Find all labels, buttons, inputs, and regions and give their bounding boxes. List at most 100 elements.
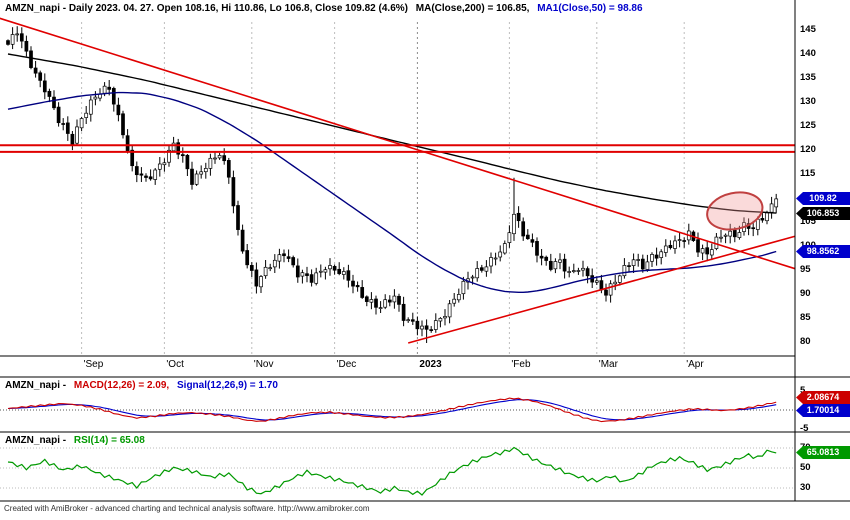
candle-body: [659, 251, 664, 258]
candle-body: [539, 255, 544, 259]
candle-body: [548, 260, 553, 270]
ma50-value-badge: 98.8562: [796, 245, 850, 258]
candle-body: [263, 266, 268, 277]
candle-body: [190, 168, 194, 185]
candle-body: [236, 205, 240, 230]
candle-body: [42, 80, 47, 93]
candle-body: [84, 112, 89, 118]
candle-body: [562, 258, 567, 272]
candle-body: [148, 176, 153, 180]
candle-body: [107, 86, 112, 90]
candle-body: [558, 259, 562, 263]
candle-body: [116, 104, 121, 116]
rsi-line: [7, 446, 777, 496]
candle-body: [291, 257, 296, 266]
candle-body: [61, 123, 66, 125]
candle-body: [737, 232, 742, 238]
candle-body: [282, 253, 286, 257]
candle-body: [456, 294, 461, 301]
price-panel-title: AMZN_napi - Daily 2023. 04. 27. Open 108…: [5, 3, 648, 14]
candle-body: [696, 239, 700, 253]
candle-body: [461, 280, 466, 295]
candle-body: [323, 269, 328, 273]
candle-body: [636, 259, 641, 261]
candle-body: [332, 266, 337, 271]
candle-body: [134, 166, 139, 176]
candle-body: [180, 154, 185, 157]
candle-body: [617, 275, 622, 283]
candle-body: [364, 296, 369, 302]
candle-body: [567, 271, 572, 273]
candle-body: [663, 245, 668, 253]
candle-body: [268, 267, 273, 270]
candle-body: [493, 257, 498, 260]
candle-body: [604, 289, 608, 296]
highlight-ellipse[interactable]: [704, 188, 766, 235]
candle-body: [157, 163, 162, 170]
candle-body: [337, 268, 342, 274]
candle-body: [512, 213, 516, 235]
candle-body: [700, 248, 705, 254]
candle-body: [277, 254, 282, 262]
candle-body: [194, 173, 199, 185]
candle-body: [502, 243, 507, 254]
candle-body: [631, 259, 636, 266]
candle-body: [627, 265, 631, 267]
footer-credit: Created with AmiBroker - advanced charti…: [4, 504, 370, 513]
macd-symbol-text: AMZN_napi -: [5, 380, 67, 391]
candle-body: [755, 218, 760, 230]
ma200-value-badge: 106.853: [796, 207, 850, 220]
last-close-badge: 109.82: [796, 192, 850, 205]
candle-body: [709, 249, 714, 256]
candle-body: [668, 244, 673, 249]
candle-body: [33, 67, 38, 74]
candle-body: [516, 212, 521, 222]
down-trendline[interactable]: [0, 17, 795, 270]
candle-body: [645, 261, 650, 270]
candle-body: [484, 266, 489, 272]
candle-body: [613, 281, 618, 285]
candle-body: [38, 72, 43, 81]
candle-body: [65, 122, 70, 134]
ma50-line: [7, 91, 777, 293]
candle-body: [677, 239, 682, 241]
candle-body: [608, 283, 613, 296]
candle-body: [576, 270, 581, 272]
candle-body: [760, 218, 765, 221]
candle-body: [185, 154, 190, 170]
candle-body: [470, 276, 475, 279]
candle-body: [295, 265, 300, 278]
candle-body: [475, 268, 480, 279]
candle-body: [199, 171, 204, 175]
candle-body: [171, 142, 176, 152]
candle-body: [19, 33, 24, 42]
candle-body: [447, 303, 452, 318]
candle-body: [102, 85, 107, 94]
ma200-title-text: MA(Close,200) = 106.85,: [415, 3, 530, 14]
candle-body: [673, 240, 677, 249]
candle-body: [438, 318, 443, 322]
candle-body: [88, 99, 93, 115]
candle-body: [406, 319, 411, 322]
candle-body: [585, 268, 590, 277]
candle-body: [650, 254, 654, 262]
candle-body: [452, 298, 457, 304]
candle-body: [553, 261, 558, 270]
candle-body: [346, 270, 351, 281]
candle-body: [24, 40, 29, 52]
candle-body: [682, 240, 687, 242]
candle-body: [420, 325, 424, 330]
candle-body: [728, 230, 733, 237]
candle-body: [222, 155, 227, 162]
candle-body: [397, 295, 401, 305]
candle-body: [130, 149, 135, 167]
candle-body: [581, 267, 585, 271]
candle-body: [29, 50, 33, 68]
candle-body: [640, 258, 645, 270]
candle-body: [93, 96, 98, 100]
candle-body: [369, 299, 374, 303]
candle-body: [401, 303, 406, 321]
candle-body: [410, 319, 415, 322]
up-trendline[interactable]: [407, 235, 795, 344]
